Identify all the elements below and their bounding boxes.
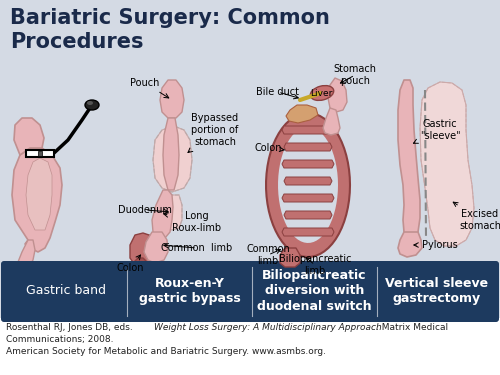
Polygon shape [130, 233, 160, 267]
Ellipse shape [310, 86, 334, 100]
Bar [26, 150, 54, 157]
Text: Vertical sleeve
gastrectomy: Vertical sleeve gastrectomy [385, 277, 488, 305]
Text: Common  limb: Common limb [162, 243, 232, 253]
Text: Bile duct: Bile duct [256, 87, 300, 99]
Polygon shape [162, 195, 182, 230]
Polygon shape [328, 78, 347, 112]
Polygon shape [278, 127, 338, 243]
Ellipse shape [85, 100, 99, 110]
Polygon shape [160, 80, 184, 118]
Polygon shape [133, 258, 147, 271]
Text: Common
limb: Common limb [246, 244, 290, 266]
FancyBboxPatch shape [1, 261, 499, 322]
Text: Bypassed
portion of
stomach: Bypassed portion of stomach [188, 113, 238, 153]
Polygon shape [420, 82, 474, 246]
Text: Communications; 2008.: Communications; 2008. [6, 335, 114, 344]
Polygon shape [153, 126, 192, 192]
Text: Biliopancreatic
limb: Biliopancreatic limb [279, 254, 351, 276]
Text: Pylorus: Pylorus [414, 240, 458, 250]
Text: Gastric band: Gastric band [26, 285, 106, 297]
Polygon shape [284, 211, 332, 219]
Polygon shape [282, 160, 334, 168]
Polygon shape [282, 228, 334, 236]
Text: Procedures: Procedures [10, 32, 143, 52]
Polygon shape [284, 143, 332, 151]
Text: Weight Loss Surgery: A Multidisciplinary Approach: Weight Loss Surgery: A Multidisciplinary… [154, 323, 382, 332]
Polygon shape [398, 80, 420, 238]
Text: American Society for Metabolic and Bariatric Surgery. www.asmbs.org.: American Society for Metabolic and Baria… [6, 347, 326, 356]
Polygon shape [18, 240, 35, 268]
Text: Duodenum: Duodenum [118, 205, 172, 215]
Text: Colon: Colon [116, 255, 144, 273]
Polygon shape [286, 105, 318, 123]
Ellipse shape [87, 101, 93, 105]
Polygon shape [152, 190, 173, 238]
Polygon shape [398, 232, 422, 257]
Polygon shape [266, 113, 350, 257]
Text: Liver: Liver [310, 88, 332, 98]
Polygon shape [12, 148, 62, 252]
Bar [38, 151, 42, 156]
Polygon shape [26, 158, 52, 230]
Polygon shape [282, 126, 334, 134]
Polygon shape [284, 177, 332, 185]
Text: Stomach
pouch: Stomach pouch [334, 64, 376, 86]
Polygon shape [163, 118, 179, 190]
Text: Gastric
"sleeve": Gastric "sleeve" [414, 119, 461, 143]
FancyBboxPatch shape [0, 318, 500, 375]
Polygon shape [14, 118, 44, 155]
Polygon shape [282, 194, 334, 202]
Text: Roux-en-Y
gastric bypass: Roux-en-Y gastric bypass [138, 277, 240, 305]
Text: . Matrix Medical: . Matrix Medical [376, 323, 448, 332]
Text: Excised
stomach: Excised stomach [453, 202, 500, 231]
Text: Bariatric Surgery: Common: Bariatric Surgery: Common [10, 8, 330, 28]
Polygon shape [323, 108, 340, 135]
Text: Long
Roux-limb: Long Roux-limb [164, 211, 222, 233]
Text: Rosenthal RJ, Jones DB, eds.: Rosenthal RJ, Jones DB, eds. [6, 323, 136, 332]
Text: Biliopancreatic
diversion with
duodenal switch: Biliopancreatic diversion with duodenal … [257, 270, 372, 312]
Text: Colon: Colon [254, 143, 284, 153]
Polygon shape [144, 232, 168, 263]
Text: Pouch: Pouch [130, 78, 168, 98]
Polygon shape [280, 248, 300, 267]
